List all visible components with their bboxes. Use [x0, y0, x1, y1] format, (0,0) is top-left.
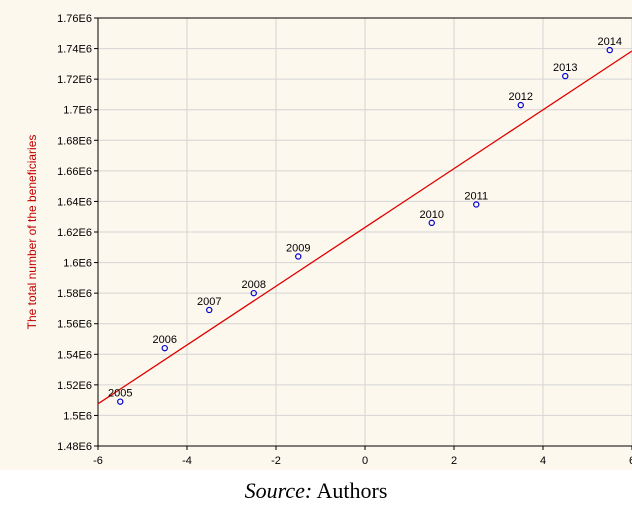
point-label: 2005 [108, 388, 132, 400]
source-label: Source: [244, 478, 313, 503]
data-point [517, 101, 524, 109]
x-tick-label: -2 [271, 455, 281, 467]
data-point [473, 201, 480, 208]
y-tick-label: 1.52E6 [57, 380, 92, 392]
point-label: 2013 [553, 62, 577, 74]
x-tick-label: 0 [362, 455, 368, 467]
y-tick-label: 1.6E6 [63, 258, 92, 270]
data-point [250, 289, 257, 297]
x-tick-label: 4 [540, 455, 546, 467]
data-point [562, 72, 569, 80]
y-tick-label: 1.66E6 [57, 166, 92, 178]
point-label: 2010 [420, 209, 444, 221]
y-tick-label: 1.7E6 [63, 105, 92, 117]
scatter-chart: 1.48E6 1.5E6 1.52E6 1.54E6 1.56E6 1.58E6 1.6E6… [25, 13, 632, 467]
data-point [117, 398, 124, 405]
y-axis-label: The total number of the beneficiaries [25, 135, 39, 330]
plot-background [0, 0, 632, 470]
point-label: 2009 [286, 242, 310, 254]
x-tick-label: 6 [629, 455, 632, 467]
y-tick-label: 1.62E6 [57, 227, 92, 239]
y-tick-label: 1.48E6 [57, 441, 92, 453]
y-tick-label: 1.5E6 [63, 410, 92, 422]
y-tick-label: 1.68E6 [57, 135, 92, 147]
point-label: 2011 [464, 190, 488, 202]
y-tick-label: 1.64E6 [57, 196, 92, 208]
y-tick-label: 1.72E6 [57, 74, 92, 86]
y-tick-label: 1.74E6 [57, 44, 92, 56]
point-label: 2007 [197, 296, 221, 308]
source-caption: Source: Authors [0, 478, 632, 504]
data-point [161, 344, 168, 352]
x-tick-label: -6 [93, 455, 103, 467]
x-tick-label: 2 [451, 455, 457, 467]
source-value: Authors [312, 478, 388, 503]
y-tick-label: 1.58E6 [57, 288, 92, 300]
data-point [295, 253, 302, 260]
point-label: 2012 [509, 91, 533, 103]
data-point [428, 219, 435, 227]
data-point [606, 46, 613, 54]
point-label: 2006 [153, 334, 177, 346]
y-tick-label: 1.56E6 [57, 319, 92, 331]
point-label: 2014 [598, 36, 622, 48]
regression-line [97, 50, 632, 405]
point-label: 2008 [242, 279, 266, 291]
x-tick-label: -4 [182, 455, 192, 467]
y-tick-label: 1.54E6 [57, 349, 92, 361]
data-point [206, 306, 213, 314]
y-tick-label: 1.76E6 [57, 13, 92, 25]
